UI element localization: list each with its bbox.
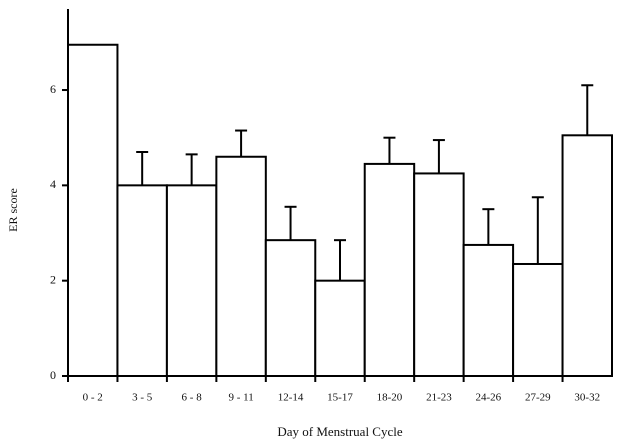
bar [264, 239, 317, 377]
x-tick-label: 24-26 [476, 392, 502, 404]
x-tick-label: 3 - 5 [132, 392, 153, 404]
bar [165, 184, 218, 377]
x-tick-label: 15-17 [327, 392, 353, 404]
bar [561, 134, 614, 377]
y-tick-label: 4 [50, 177, 56, 191]
x-tick-label: 30-32 [574, 392, 600, 404]
x-tick-label: 18-20 [377, 392, 403, 404]
bar [512, 262, 564, 377]
y-tick-label: 2 [50, 272, 56, 286]
bar [67, 43, 119, 377]
x-tick-label: 12-14 [278, 392, 304, 404]
x-tick-label: 21-23 [426, 392, 452, 404]
y-tick-label: 6 [50, 82, 56, 96]
x-tick-label: 9 - 11 [228, 392, 253, 404]
x-tick-label: 6 - 8 [182, 392, 203, 404]
bar [462, 243, 515, 377]
x-axis-title: Day of Menstrual Cycle [277, 424, 403, 439]
x-tick-label: 27-29 [525, 392, 551, 404]
bar [215, 155, 267, 377]
bar [116, 184, 168, 377]
x-tick-label: 0 - 2 [83, 392, 103, 404]
y-tick-label: 0 [50, 368, 56, 382]
bar [363, 162, 416, 377]
bar [413, 172, 465, 377]
bar [314, 279, 366, 377]
y-axis-title: ER score [6, 188, 20, 232]
